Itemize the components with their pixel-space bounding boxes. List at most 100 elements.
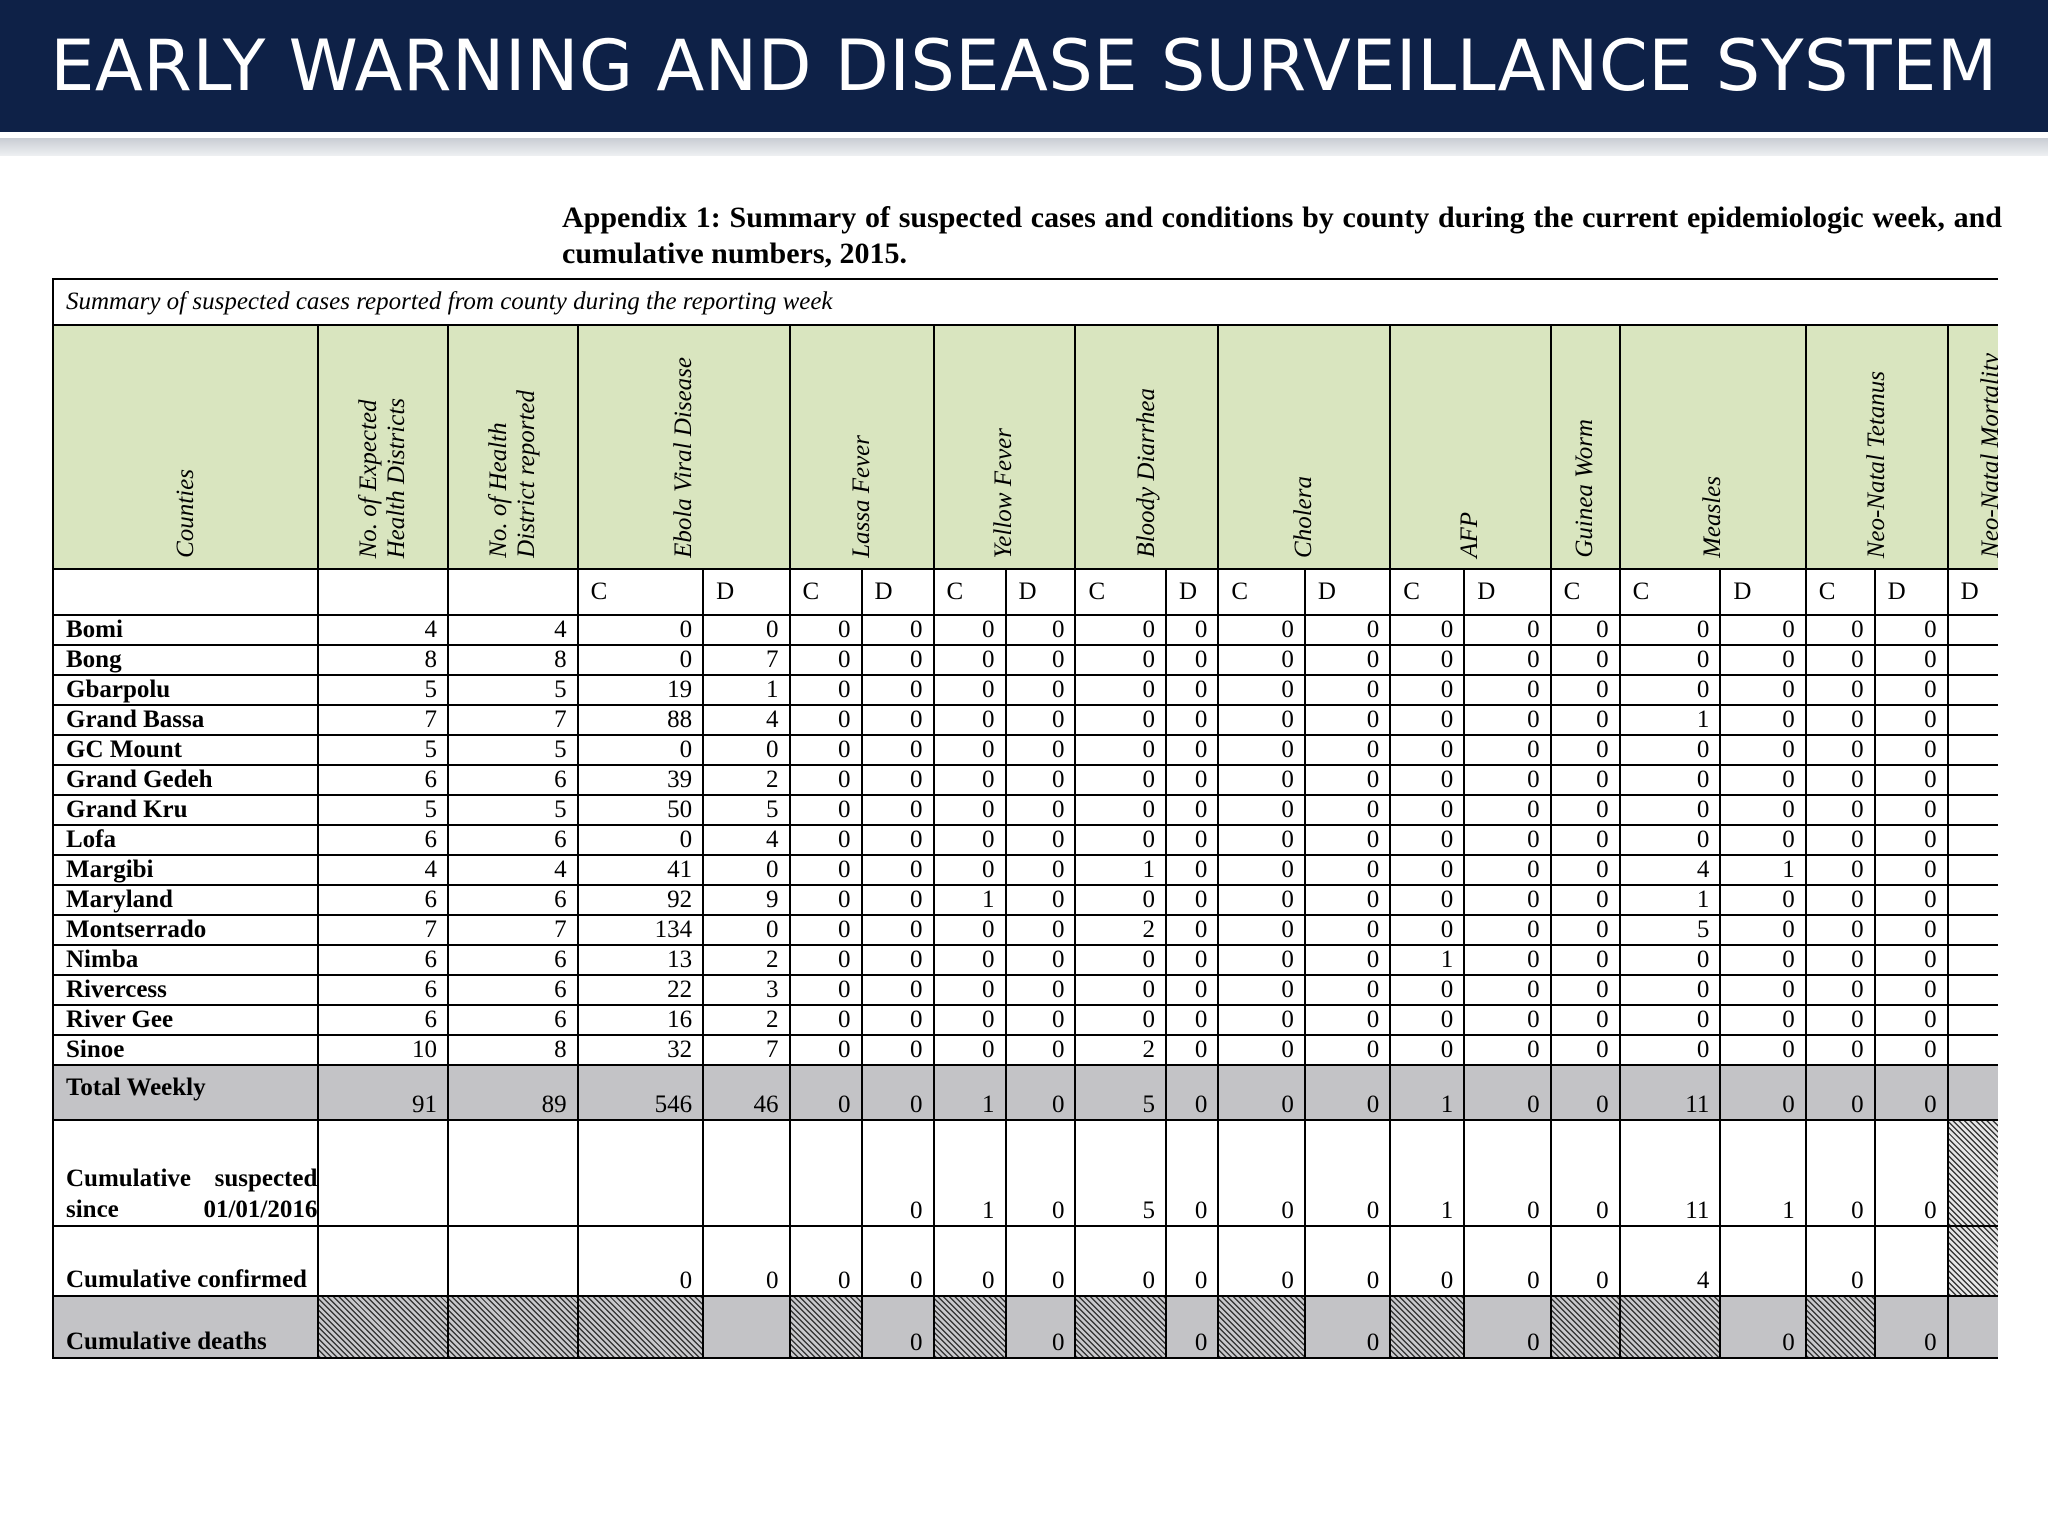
cd-label: D — [1303, 568, 1392, 616]
table-cell: 0 — [1618, 944, 1722, 976]
hatched-cell — [1946, 1225, 1998, 1297]
cd-blank — [447, 568, 579, 616]
table-cell: 0 — [1804, 974, 1876, 1006]
table-cell: 0 — [1549, 794, 1621, 826]
table-cell: 0 — [1217, 734, 1306, 766]
table-cell: 6 — [317, 1004, 449, 1036]
table-cell: 0 — [1004, 944, 1077, 976]
table-cell: 0 — [1303, 704, 1392, 736]
total-cell: 0 — [860, 1064, 935, 1121]
total-cell: 0 — [788, 1064, 863, 1121]
cumulative-suspected-cell — [447, 1119, 579, 1227]
total-cell: 89 — [447, 1064, 579, 1121]
table-cell: 0 — [1074, 794, 1167, 826]
table-cell: 0 — [1217, 614, 1306, 646]
table-cell: 0 — [788, 914, 863, 946]
total-cell: 0 — [1303, 1064, 1392, 1121]
table-cell: 0 — [1618, 644, 1722, 676]
cumulative-confirmed-cell: 0 — [932, 1225, 1007, 1297]
table-cell: 0 — [1074, 1004, 1167, 1036]
table-cell: 0 — [1719, 914, 1807, 946]
table-cell: 0 — [576, 644, 705, 676]
table-cell: 0 — [1549, 914, 1621, 946]
header-measles-label: Measles — [1698, 476, 1726, 558]
county-name: Bong — [52, 644, 320, 676]
table-cell: 0 — [1549, 1004, 1621, 1036]
header-cholera-label: Cholera — [1290, 476, 1318, 558]
table-cell: 0 — [1303, 1034, 1392, 1066]
table-cell: 0 — [1217, 704, 1306, 736]
table-cell: 0 — [1549, 644, 1621, 676]
county-name: Bomi — [52, 614, 320, 646]
table-cell: 2 — [1074, 1034, 1167, 1066]
slide-title: EARLY WARNING AND DISEASE SURVEILLANCE S… — [50, 25, 1998, 107]
table-cell: 0 — [1463, 824, 1552, 856]
table-cell: 0 — [860, 794, 935, 826]
table-cell: 6 — [317, 764, 449, 796]
table-cell: 0 — [1804, 704, 1876, 736]
table-cell: 0 — [1873, 794, 1949, 826]
total-cell: 1 — [932, 1064, 1007, 1121]
table-cell: 6 — [447, 884, 579, 916]
table-cell: 134 — [576, 914, 705, 946]
table-cell: 7 — [447, 704, 579, 736]
cd-label: C — [1549, 568, 1621, 616]
hatched-cell — [1549, 1295, 1621, 1359]
table-cell: 0 — [1873, 974, 1949, 1006]
table-cell: 0 — [932, 1034, 1007, 1066]
table-subtitle: Summary of suspected cases reported from… — [52, 278, 1998, 326]
cumulative-confirmed-cell — [317, 1225, 449, 1297]
table-cell: 0 — [1004, 704, 1077, 736]
table-cell: 5 — [447, 674, 579, 706]
table-cell: 7 — [447, 914, 579, 946]
table-cell: 0 — [1549, 944, 1621, 976]
total-cell: 0 — [1719, 1064, 1807, 1121]
table-cell: 0 — [1618, 794, 1722, 826]
table-cell: 0 — [1873, 884, 1949, 916]
table-cell: 0 — [1618, 764, 1722, 796]
total-cell: 11 — [1618, 1064, 1722, 1121]
table-cell: 0 — [932, 644, 1007, 676]
cumulative-confirmed-cell: 0 — [702, 1225, 791, 1297]
total-cell: 0 — [1873, 1064, 1949, 1121]
cumulative-confirmed-cell — [447, 1225, 579, 1297]
county-name: Grand Kru — [52, 794, 320, 826]
cumulative-deaths-cell: 0 — [1873, 1295, 1949, 1359]
table-cell: 6 — [317, 944, 449, 976]
table-cell: 0 — [1164, 764, 1220, 796]
cumulative-deaths-cell: 0 — [860, 1295, 935, 1359]
table-cell: 0 — [1389, 914, 1466, 946]
table-cell: 0 — [1873, 644, 1949, 676]
county-name: Rivercess — [52, 974, 320, 1006]
table-cell: 0 — [860, 644, 935, 676]
table-cell: 4 — [702, 824, 791, 856]
table-row: Nimba661320000000010000000 — [52, 944, 1998, 976]
table-cell: 0 — [1074, 944, 1167, 976]
table-row: Maryland669290010000000010000 — [52, 884, 1998, 916]
table-cell: 0 — [1873, 854, 1949, 886]
table-cell: 8 — [447, 1034, 579, 1066]
table-cell: 0 — [788, 674, 863, 706]
header-neonatal-tetanus: Neo-Natal Tetanus — [1804, 324, 1949, 570]
table-cell: 50 — [576, 794, 705, 826]
table-cell: 0 — [1004, 854, 1077, 886]
cd-label: C — [1074, 568, 1167, 616]
table-cell: 5 — [447, 794, 579, 826]
table-cell: 7 — [317, 704, 449, 736]
table-cell: 41 — [576, 854, 705, 886]
table-cell: 0 — [788, 614, 863, 646]
table-cell: 0 — [1164, 1034, 1220, 1066]
cumulative-suspected-cell — [788, 1119, 863, 1227]
cd-label: C — [1389, 568, 1466, 616]
table-cell: 0 — [932, 764, 1007, 796]
cd-label: D — [1004, 568, 1077, 616]
table-cell: 0 — [1873, 824, 1949, 856]
table-cell: 16 — [576, 1004, 705, 1036]
table-row: Sinoe1083270000200000000000 — [52, 1034, 1998, 1066]
cd-label: C — [1804, 568, 1876, 616]
cumulative-deaths-cell: 0 — [1719, 1295, 1807, 1359]
table-cell: 0 — [576, 614, 705, 646]
table-cell: 0 — [788, 944, 863, 976]
table-cell: 0 — [1549, 614, 1621, 646]
table-cell: 1 — [1389, 944, 1466, 976]
